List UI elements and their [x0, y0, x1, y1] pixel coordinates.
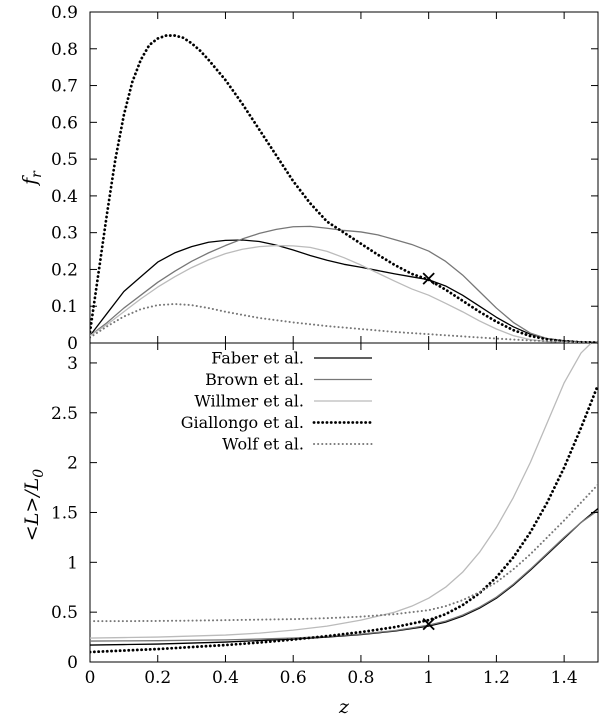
legend-item: Giallongo et al. — [181, 413, 374, 432]
legend-label: Wolf et al. — [222, 435, 304, 454]
legend-item: Wolf et al. — [222, 435, 373, 454]
legend-label: Faber et al. — [211, 349, 304, 368]
plot-frames — [89, 11, 599, 663]
top-y-tick-label: 0.2 — [51, 260, 78, 280]
x-axis-label: z — [338, 696, 350, 718]
bottom-series-faber — [90, 507, 598, 646]
legend-item: Brown et al. — [205, 370, 372, 389]
top-series-group — [90, 34, 598, 343]
bottom-x-tick-label: 1.2 — [483, 668, 510, 688]
bottom-x-tick-label: 1 — [423, 668, 434, 688]
legend-item: Willmer et al. — [194, 392, 372, 411]
top-y-axis-label: fr — [19, 170, 45, 187]
bottom-x-tick-label: 1.4 — [551, 668, 578, 688]
top-y-axis-label-main: f — [19, 175, 41, 187]
top-cross-marker — [422, 272, 435, 285]
bottom-y-axis-label-sub: 0 — [31, 469, 47, 478]
legend-item: Faber et al. — [211, 349, 372, 368]
bottom-series-willmer — [90, 343, 592, 639]
top-series-faber — [90, 239, 598, 343]
legend-label: Willmer et al. — [194, 392, 304, 411]
plot-labels: 0 0.1 0.2 0.3 0.4 0.5 0.6 0.7 0.8 0.9 0 0.2 0.4 0.6 0.… — [19, 3, 578, 718]
bottom-y-tick-label: 0.5 — [51, 603, 78, 623]
bottom-x-tick-label: 0.2 — [144, 668, 171, 688]
bottom-cross-marker — [422, 617, 435, 631]
legend: Faber et al. Brown et al. Willmer et al. Gi… — [181, 349, 374, 454]
top-y-tick-label: 0.3 — [51, 224, 78, 244]
top-y-axis-label-sub: r — [29, 170, 45, 178]
bottom-y-tick-label: 3 — [67, 354, 78, 374]
legend-label: Giallongo et al. — [181, 413, 304, 432]
top-y-tick-label: 0.1 — [51, 297, 78, 317]
top-series-wolf — [90, 303, 598, 343]
bottom-x-tick-label: 0 — [85, 668, 96, 688]
legend-label: Brown et al. — [205, 370, 304, 389]
bottom-y-tick-label: 2.5 — [51, 404, 78, 424]
bottom-y-tick-label: 1 — [67, 553, 78, 573]
bottom-x-tick-label: 0.6 — [280, 668, 307, 688]
bottom-x-tick-label: 0.8 — [347, 668, 374, 688]
top-y-tick-label: 0 — [67, 334, 78, 354]
bottom-y-axis-label-main: <L>/L — [21, 478, 43, 541]
top-y-tick-label: 0.7 — [51, 77, 78, 97]
bottom-series-wolf — [90, 483, 598, 623]
bottom-x-tick-label: 0.4 — [212, 668, 239, 688]
bottom-series-brown — [90, 509, 598, 642]
bottom-series-giallongo — [90, 383, 598, 654]
top-y-tick-label: 0.4 — [51, 187, 78, 207]
bottom-series-group — [90, 343, 598, 654]
bottom-plot-frame — [89, 342, 599, 663]
top-series-brown — [90, 225, 598, 343]
top-series-giallongo — [90, 34, 598, 343]
top-y-tick-label: 0.5 — [51, 150, 78, 170]
bottom-y-tick-label: 2 — [67, 454, 78, 474]
top-y-tick-label: 0.6 — [51, 113, 78, 133]
bottom-y-tick-label: 0 — [67, 653, 78, 673]
plot-series — [90, 34, 598, 654]
top-y-tick-label: 0.9 — [51, 3, 78, 23]
plot-ticks — [89, 11, 598, 663]
top-y-tick-label: 0.8 — [51, 40, 78, 60]
top-plot-frame — [89, 11, 599, 344]
bottom-y-tick-label: 1.5 — [51, 503, 78, 523]
bottom-y-axis-label: <L>/L0 — [21, 469, 47, 541]
top-series-willmer — [90, 244, 598, 343]
